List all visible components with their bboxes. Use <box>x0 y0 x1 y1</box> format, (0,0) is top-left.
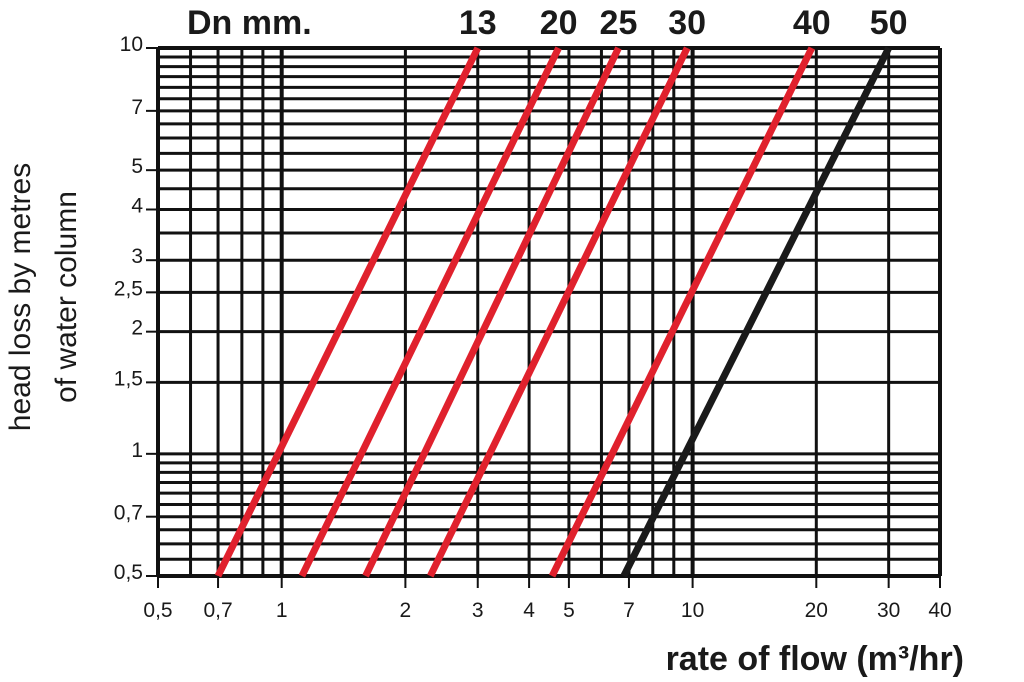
chart-series <box>214 46 892 578</box>
x-tick-label: 1 <box>276 599 288 622</box>
series-diameter-labels: 13 20 25 30 40 50 <box>459 4 908 42</box>
y-tick-label: 7 <box>131 96 143 119</box>
x-tick-label: 7 <box>623 599 635 622</box>
x-tick-label: 2 <box>400 599 412 622</box>
x-tick-label: 20 <box>805 599 828 622</box>
y-tick-label: 3 <box>131 245 143 268</box>
x-tick-label: 4 <box>523 599 535 622</box>
series-label-dn-20: 20 <box>540 4 578 42</box>
chart-grid <box>156 46 942 578</box>
x-tick-label: 40 <box>928 599 951 622</box>
x-axis-label: rate of flow (m³/hr) <box>666 640 964 678</box>
series-line-dn-20 <box>298 46 562 578</box>
series-label-dn-25: 25 <box>600 4 638 42</box>
series-line-dn-13 <box>214 46 481 578</box>
series-line-dn-30 <box>427 46 691 578</box>
series-label-dn-50: 50 <box>870 4 908 42</box>
series-line-dn-50 <box>620 46 892 578</box>
y-tick-label: 0,7 <box>114 502 143 525</box>
y-axis-label-line-2: of water column <box>50 191 83 403</box>
diameter-header-label: Dn mm. <box>187 4 312 42</box>
series-label-dn-13: 13 <box>459 4 497 42</box>
series-line-dn-25 <box>362 46 622 578</box>
x-tick-label: 3 <box>472 599 484 622</box>
y-tick-label: 1 <box>131 439 143 462</box>
x-tick-label: 5 <box>563 599 575 622</box>
x-tick-label: 0,5 <box>143 599 172 622</box>
series-label-dn-40: 40 <box>793 4 831 42</box>
y-tick-label: 5 <box>131 155 143 178</box>
series-label-dn-30: 30 <box>668 4 706 42</box>
x-tick-label: 10 <box>681 599 704 622</box>
x-tick-label: 0,7 <box>203 599 232 622</box>
y-tick-label: 10 <box>120 33 143 56</box>
y-axis-label-line-1: head loss by metres <box>4 163 37 431</box>
y-tick-label: 2 <box>131 317 143 340</box>
y-tick-label: 1,5 <box>114 367 143 390</box>
y-tick-label: 4 <box>131 194 143 217</box>
x-axis-ticks: 0,5 0,7 1 2 3 4 5 7 10 20 30 40 <box>143 576 952 622</box>
series-line-dn-40 <box>548 46 815 578</box>
x-tick-label: 30 <box>877 599 900 622</box>
y-axis-ticks: 0,5 0,7 1 1,5 2 2,5 3 4 5 7 10 <box>114 33 158 584</box>
y-tick-label: 2,5 <box>114 277 143 300</box>
y-tick-label: 0,5 <box>114 561 143 584</box>
